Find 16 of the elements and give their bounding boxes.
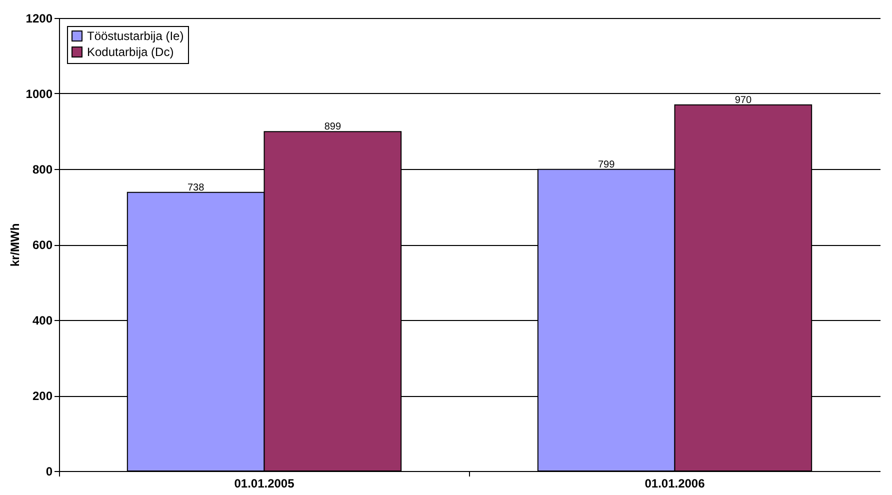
legend-label: Tööstustarbija (Ie) [87,29,184,43]
y-tick-label: 600 [32,238,53,252]
legend-label: Kodutarbija (Dc) [87,45,174,59]
y-tick-label: 400 [32,314,53,328]
data-label: 738 [187,182,205,194]
x-tick-label: 01.01.2005 [234,476,295,490]
data-label: 899 [324,122,342,133]
y-tick-label: 800 [32,162,53,176]
data-label: 970 [734,94,752,106]
y-tick-label: 1000 [26,87,53,101]
data-label: 799 [598,159,616,170]
y-tick-label: 200 [32,389,53,403]
x-tick-label: 01.01.2006 [644,476,706,490]
y-axis-title: kr/MWh [8,223,22,267]
y-tick-label: 0 [46,464,53,478]
y-tick-label: 1200 [26,12,53,26]
